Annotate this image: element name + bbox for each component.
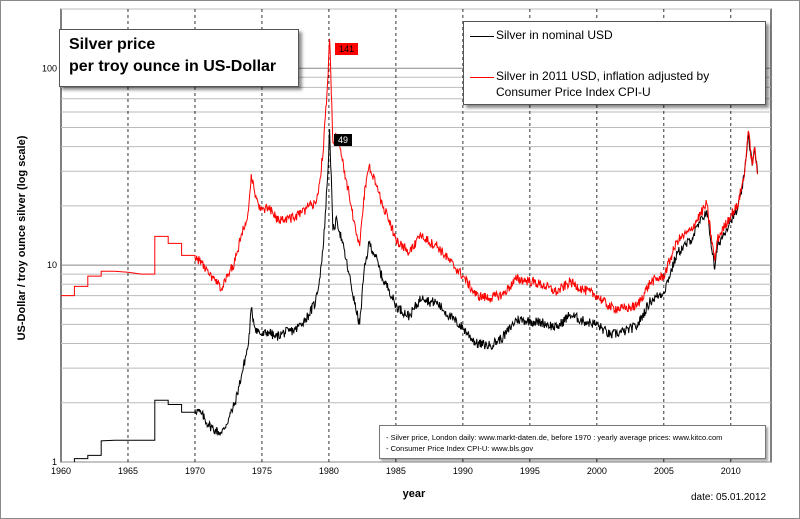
legend-label-adjusted-line1: Silver in 2011 USD, inflation adjusted b… — [496, 69, 710, 83]
x-tick-label: 1990 — [453, 466, 473, 476]
x-tick-label: 2010 — [721, 466, 741, 476]
legend-swatch-nominal — [470, 36, 494, 37]
x-axis-title: year — [403, 488, 426, 500]
date-note: date: 05.01.2012 — [691, 492, 767, 503]
x-tick-label: 1975 — [252, 466, 272, 476]
x-tick-labels: 1960 1965 1970 1975 1980 1985 1990 1995 2000 2005… — [51, 466, 741, 476]
chart-title-line2: per troy ounce in US-Dollar — [69, 58, 277, 75]
legend-label-nominal: Silver in nominal USD — [496, 28, 613, 42]
source-line-cpi: - Consumer Price Index CPI-U: www.bls.go… — [386, 444, 534, 453]
series-line-nominal — [73, 129, 759, 462]
x-tick-label: 1985 — [386, 466, 406, 476]
sources-box: - Silver price, London daily: www.markt-… — [379, 425, 766, 459]
y-axis-title: US-Dollar / troy ounce silver (log scale… — [16, 135, 28, 340]
chart-title-line1: Silver price — [69, 36, 156, 53]
x-tick-label: 1970 — [185, 466, 205, 476]
y-tick-label: 10 — [47, 260, 57, 270]
legend-label-adjusted-line2: Consumer Price Index CPI-U — [496, 85, 651, 99]
y-tick-labels: 1 10 100 — [42, 63, 57, 467]
x-tick-label: 2000 — [587, 466, 607, 476]
series-layer — [61, 38, 759, 462]
y-tick-label: 1 — [52, 457, 57, 467]
x-tick-label: 1980 — [319, 466, 339, 476]
series-line-inflation-adjusted — [61, 38, 759, 315]
legend-swatch-adjusted — [470, 77, 494, 78]
x-tick-label: 1965 — [118, 466, 138, 476]
horizontal-grid — [61, 8, 771, 463]
x-tick-label: 1995 — [520, 466, 540, 476]
source-line-silver: - Silver price, London daily: www.markt-… — [386, 433, 723, 442]
x-tick-label: 1960 — [51, 466, 71, 476]
peak-label-nominal: 49 — [334, 134, 353, 146]
x-tick-label: 2005 — [654, 466, 674, 476]
y-tick-label: 100 — [42, 63, 57, 73]
legend: Silver in nominal USD Silver in 2011 USD… — [463, 21, 766, 105]
chart-title-box: Silver price per troy ounce in US-Dollar — [59, 29, 299, 87]
peak-label-inflation-adjusted: 141 — [335, 43, 359, 55]
